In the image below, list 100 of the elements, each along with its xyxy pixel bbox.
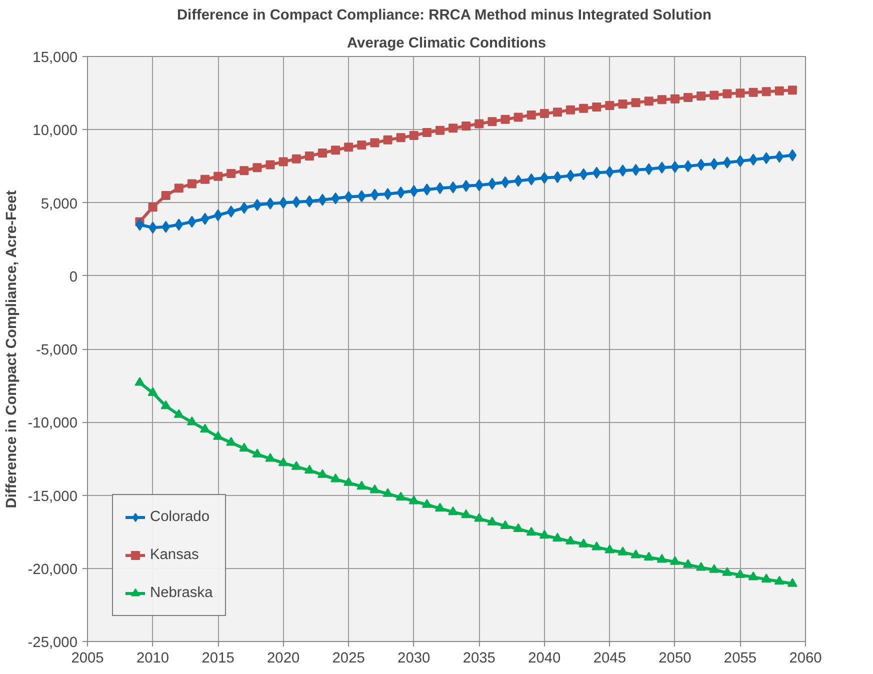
point xyxy=(657,95,666,104)
point xyxy=(787,578,798,587)
point xyxy=(266,160,275,170)
x-tick-label: 2035 xyxy=(462,650,496,666)
point xyxy=(292,154,301,164)
point xyxy=(722,567,732,576)
point xyxy=(462,121,471,130)
point xyxy=(134,376,145,386)
point xyxy=(214,209,222,222)
point xyxy=(487,516,498,526)
point xyxy=(526,110,536,120)
y-tick-label: -25,000 xyxy=(28,635,78,651)
x-tick-label: 2060 xyxy=(789,650,822,666)
point xyxy=(448,506,458,516)
point xyxy=(422,128,432,138)
point xyxy=(578,538,589,548)
x-tick-label: 2040 xyxy=(528,650,561,666)
point xyxy=(604,544,615,554)
point xyxy=(566,105,576,114)
point xyxy=(696,158,706,171)
point xyxy=(160,400,171,410)
point xyxy=(213,431,224,440)
point xyxy=(174,409,184,418)
point xyxy=(566,536,576,544)
y-tick-label: 0 xyxy=(69,269,78,286)
point xyxy=(187,179,196,188)
point xyxy=(670,94,680,104)
legend-label: Kansas xyxy=(150,547,199,563)
point xyxy=(188,216,196,228)
point xyxy=(435,126,444,135)
point xyxy=(683,559,694,568)
point xyxy=(736,88,745,98)
point xyxy=(788,86,797,95)
point xyxy=(383,135,392,144)
point xyxy=(605,100,614,110)
point xyxy=(317,469,328,478)
point xyxy=(330,473,341,482)
point xyxy=(474,119,484,128)
point xyxy=(409,130,418,140)
y-tick-label: 10,000 xyxy=(32,123,78,140)
point xyxy=(774,86,784,96)
point xyxy=(670,160,680,173)
point xyxy=(618,100,628,109)
point xyxy=(710,90,719,100)
point xyxy=(644,163,654,176)
x-tick-label: 2045 xyxy=(593,650,626,666)
point xyxy=(240,166,249,176)
point xyxy=(513,523,524,532)
point xyxy=(370,138,380,148)
point xyxy=(579,168,588,180)
point xyxy=(318,194,327,206)
point xyxy=(539,530,550,539)
point xyxy=(331,146,340,155)
point xyxy=(631,98,640,108)
point xyxy=(292,196,301,208)
point xyxy=(461,509,472,518)
point xyxy=(722,89,732,98)
point xyxy=(200,424,210,433)
point xyxy=(630,550,641,558)
point xyxy=(344,142,354,152)
point xyxy=(382,488,393,497)
point xyxy=(434,502,445,512)
point xyxy=(214,172,223,181)
point xyxy=(304,464,314,474)
point xyxy=(709,564,720,573)
point xyxy=(774,576,784,585)
point xyxy=(696,91,706,100)
point xyxy=(618,546,628,556)
point xyxy=(592,541,602,550)
point xyxy=(396,492,406,501)
point xyxy=(658,162,666,174)
legend-label: Colorado xyxy=(150,509,210,525)
point xyxy=(396,133,406,142)
point xyxy=(240,202,248,214)
point xyxy=(644,552,654,561)
point xyxy=(696,562,706,571)
point xyxy=(278,157,288,166)
point xyxy=(252,163,262,172)
point xyxy=(291,461,302,470)
point xyxy=(474,179,484,192)
point xyxy=(656,554,667,563)
y-tick-label: 5,000 xyxy=(40,196,78,212)
x-tick-label: 2005 xyxy=(71,650,104,666)
point xyxy=(331,192,340,204)
point xyxy=(775,150,784,163)
point xyxy=(239,442,250,452)
point xyxy=(526,526,536,536)
point xyxy=(226,169,236,178)
point xyxy=(553,171,562,184)
x-tick-label: 2015 xyxy=(202,650,234,666)
point xyxy=(761,574,772,582)
point xyxy=(748,571,758,580)
y-tick-label: 15,000 xyxy=(32,50,78,66)
point xyxy=(252,448,262,458)
point xyxy=(527,173,536,186)
point xyxy=(161,190,170,200)
y-tick-label: -10,000 xyxy=(28,416,78,432)
point xyxy=(710,158,718,170)
point xyxy=(462,180,470,192)
point xyxy=(357,140,366,150)
